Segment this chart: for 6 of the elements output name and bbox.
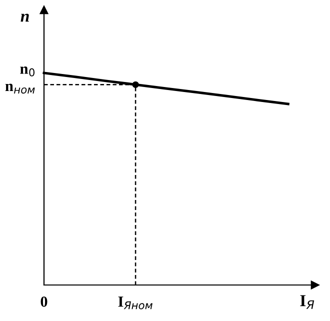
text: 0 <box>29 68 35 76</box>
text: n <box>20 14 29 22</box>
y-axis-title: n <box>20 66 28 74</box>
x-tick-label: I$_{Яном}$ <box>118 296 152 310</box>
ref-line-label: n$_{ном}$ <box>5 84 35 94</box>
x-axis-title: I$_{Я}$ <box>300 295 314 309</box>
